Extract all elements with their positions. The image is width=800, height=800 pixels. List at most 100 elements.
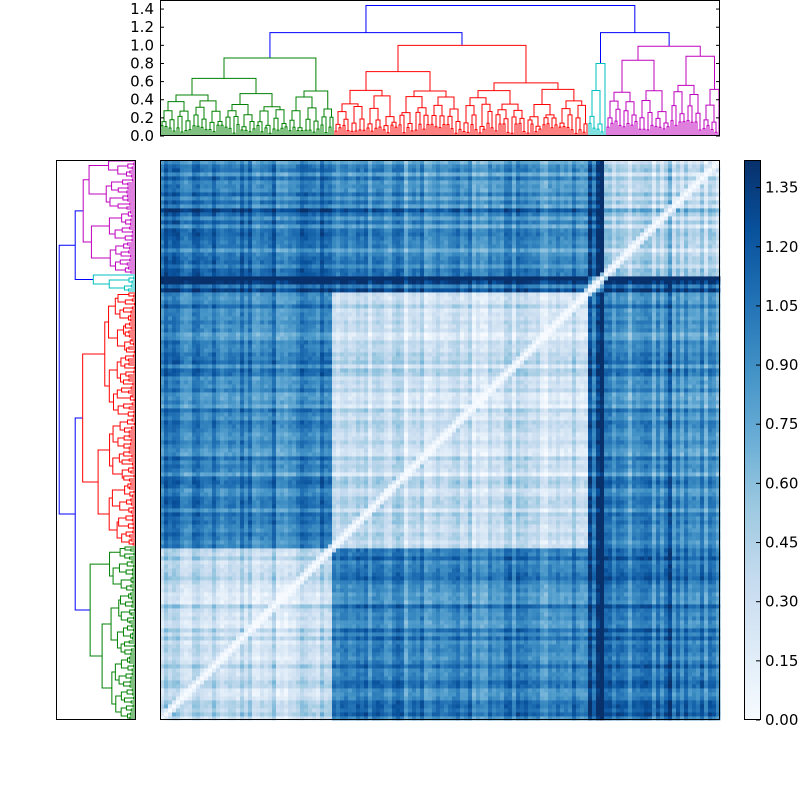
heatmap-cell (636, 628, 640, 632)
heatmap-cell (440, 628, 444, 632)
heatmap-cell (672, 712, 676, 716)
heatmap-cell (208, 696, 212, 700)
heatmap-cell (516, 632, 520, 636)
heatmap-cell (620, 596, 624, 600)
heatmap-cell (632, 676, 636, 680)
heatmap-cell (456, 600, 460, 604)
heatmap-cell (296, 692, 300, 696)
heatmap-cell (648, 632, 652, 636)
heatmap-cell (704, 628, 708, 632)
heatmap-cell (592, 676, 596, 680)
heatmap-cell (684, 588, 688, 592)
heatmap-cell (608, 656, 612, 660)
heatmap-cell (268, 588, 272, 592)
heatmap-cell (176, 588, 180, 592)
heatmap-cell (636, 600, 640, 604)
heatmap-cell (512, 616, 516, 620)
heatmap-cell (696, 680, 700, 684)
heatmap-cell (348, 600, 352, 604)
heatmap-cell (336, 656, 340, 660)
heatmap-cell (224, 644, 228, 648)
heatmap-cell (236, 588, 240, 592)
heatmap-cell (584, 644, 588, 648)
heatmap-cell (668, 700, 672, 704)
heatmap-cell (276, 600, 280, 604)
heatmap-cell (328, 712, 332, 716)
heatmap-cell (600, 708, 604, 712)
heatmap-cell (424, 652, 428, 656)
heatmap-cell (208, 628, 212, 632)
heatmap-cell (596, 652, 600, 656)
heatmap-cell (576, 664, 580, 668)
heatmap-cell (328, 644, 332, 648)
heatmap-cell (236, 628, 240, 632)
heatmap-cell (584, 636, 588, 640)
heatmap-cell (440, 576, 444, 580)
heatmap-cell (500, 696, 504, 700)
heatmap-cell (584, 676, 588, 680)
heatmap-cell (232, 608, 236, 612)
heatmap-cell (712, 672, 716, 676)
heatmap-cell (336, 696, 340, 700)
heatmap-cell (624, 612, 628, 616)
heatmap-cell (204, 660, 208, 664)
heatmap-cell (660, 636, 664, 640)
heatmap-cell (708, 708, 712, 712)
heatmap-cell (360, 700, 364, 704)
heatmap-cell (580, 712, 584, 716)
heatmap-cell (444, 692, 448, 696)
heatmap-cell (348, 692, 352, 696)
heatmap-cell (224, 660, 228, 664)
heatmap-cell (392, 680, 396, 684)
heatmap-cell (656, 624, 660, 628)
heatmap-cell (604, 592, 608, 596)
heatmap-cell (616, 648, 620, 652)
heatmap-cell (592, 612, 596, 616)
heatmap-cell (668, 580, 672, 584)
heatmap-cell (304, 684, 308, 688)
heatmap-cell (312, 664, 316, 668)
heatmap-cell (208, 584, 212, 588)
heatmap-cell (364, 648, 368, 652)
heatmap-cell (516, 600, 520, 604)
heatmap-cell (360, 596, 364, 600)
heatmap-cell (664, 640, 668, 644)
heatmap-cell (664, 620, 668, 624)
heatmap-cell (604, 688, 608, 692)
heatmap-cell (480, 712, 484, 716)
heatmap-cell (440, 612, 444, 616)
heatmap-cell (284, 600, 288, 604)
heatmap-cell (576, 604, 580, 608)
heatmap-cell (548, 712, 552, 716)
heatmap-cell (492, 644, 496, 648)
heatmap-cell (180, 580, 184, 584)
heatmap-cell (184, 700, 188, 704)
heatmap-cell (356, 696, 360, 700)
heatmap-cell (416, 628, 420, 632)
heatmap-cell (560, 616, 564, 620)
heatmap-cell (644, 676, 648, 680)
heatmap-cell (164, 700, 168, 704)
heatmap-cell (200, 680, 204, 684)
heatmap-cell (556, 612, 560, 616)
heatmap-cell (492, 680, 496, 684)
heatmap-cell (692, 608, 696, 612)
heatmap-cell (188, 600, 192, 604)
heatmap-cell (280, 580, 284, 584)
heatmap-cell (568, 636, 572, 640)
heatmap-cell (540, 648, 544, 652)
heatmap-cell (516, 644, 520, 648)
heatmap-cell (532, 692, 536, 696)
heatmap-cell (356, 576, 360, 580)
heatmap-cell (344, 676, 348, 680)
heatmap-cell (600, 624, 604, 628)
heatmap-cell (352, 664, 356, 668)
heatmap-cell (468, 696, 472, 700)
heatmap-cell (700, 624, 704, 628)
heatmap-cell (528, 712, 532, 716)
heatmap-cell (396, 688, 400, 692)
heatmap-cell (408, 704, 412, 708)
heatmap-cell (308, 664, 312, 668)
heatmap-cell (584, 700, 588, 704)
heatmap-cell (232, 588, 236, 592)
